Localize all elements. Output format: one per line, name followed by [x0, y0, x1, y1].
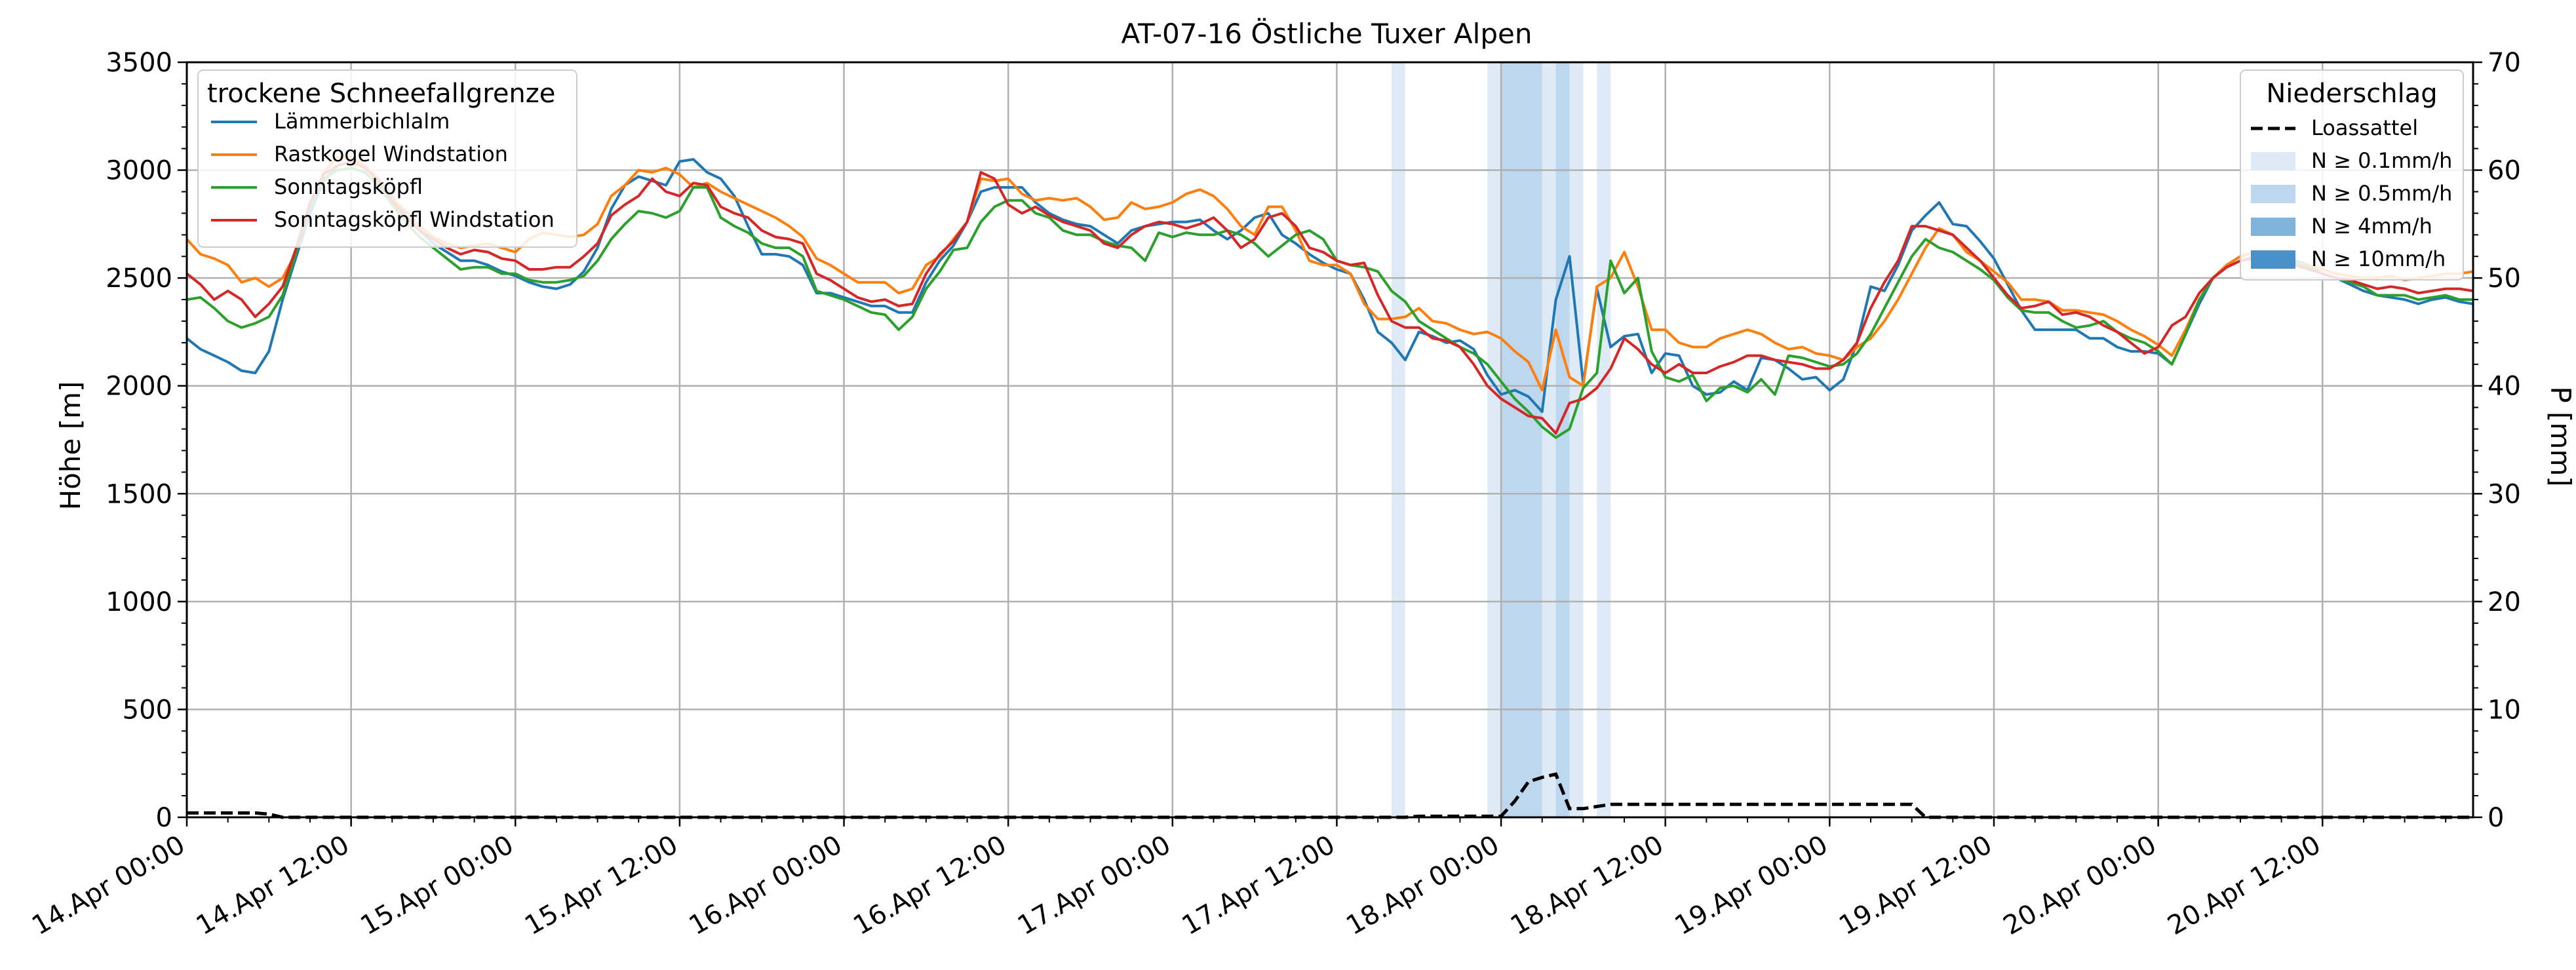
- precip-band-1: [1487, 62, 1502, 817]
- precip-band-6: [1597, 62, 1611, 817]
- y-tick-label-0: 0: [156, 803, 172, 833]
- y2-tick-label-3: 30: [2488, 479, 2521, 509]
- y2-tick-label-6: 60: [2488, 156, 2521, 186]
- x-tick-label-4: 16.Apr 00:00: [684, 830, 848, 941]
- x-tick-label-8: 18.Apr 00:00: [1341, 830, 1504, 941]
- x-tick-label-3: 15.Apr 12:00: [520, 830, 683, 941]
- legend-right-entry-4: N ≥ 10mm/h: [2311, 246, 2446, 271]
- legend-left-entry-0: Lämmerbichlalm: [274, 109, 450, 134]
- x-tick-label-7: 17.Apr 12:00: [1177, 830, 1340, 941]
- y2-tick-label-2: 20: [2488, 587, 2521, 617]
- chart-title: AT-07-16 Östliche Tuxer Alpen: [1122, 17, 1532, 50]
- series-line-3: [185, 160, 2474, 435]
- precip-band-3: [1542, 62, 1556, 817]
- x-tick-label-9: 18.Apr 12:00: [1506, 830, 1669, 941]
- legend-left-entry-1: Rastkogel Windstation: [274, 142, 508, 166]
- precip-line: [187, 772, 2473, 819]
- x-tick-label-5: 16.Apr 12:00: [848, 830, 1011, 941]
- y-tick-label-3: 1500: [106, 479, 172, 509]
- legend-right-swatch-2: [2251, 185, 2295, 203]
- precip-band-2: [1501, 62, 1542, 817]
- y-tick-label-5: 2500: [106, 263, 172, 294]
- legend-right-entry-1: N ≥ 0.1mm/h: [2311, 148, 2452, 173]
- y2-tick-label-7: 70: [2488, 48, 2521, 78]
- y2-axis-label: P [mm]: [2545, 386, 2576, 486]
- legend-right-title: Niederschlag: [2266, 79, 2437, 109]
- precip-band-0: [1391, 62, 1405, 817]
- y2-tick-label-0: 0: [2488, 803, 2504, 833]
- legend-left-box: [197, 69, 577, 248]
- y-tick-label-4: 2000: [106, 372, 172, 402]
- x-tick-label-1: 14.Apr 12:00: [191, 830, 355, 941]
- legend-right: Niederschlag Loassattel N ≥ 0.1mm/h N ≥ 0.5…: [2240, 69, 2464, 281]
- x-tick-label-12: 20.Apr 00:00: [1999, 830, 2162, 941]
- y2-tick-label-5: 50: [2488, 263, 2521, 294]
- legend-right-entry-0: Loassattel: [2311, 115, 2418, 140]
- legend-left-title: trockene Schneefallgrenze: [207, 79, 555, 109]
- legend-right-entry-3: N ≥ 4mm/h: [2311, 214, 2432, 239]
- x-tick-label-10: 19.Apr 00:00: [1669, 830, 1833, 941]
- y2-tick-label-4: 40: [2488, 372, 2521, 402]
- precip-band-5: [1569, 62, 1584, 817]
- x-tick-label-13: 20.Apr 12:00: [2162, 830, 2326, 941]
- legend-right-box: [2240, 69, 2464, 281]
- x-tick-label-0: 14.Apr 00:00: [27, 830, 190, 941]
- y2-tick-label-1: 10: [2488, 695, 2521, 725]
- y-tick-label-2: 1000: [106, 587, 172, 617]
- y-tick-label-7: 3500: [106, 48, 172, 78]
- x-tick-label-11: 19.Apr 12:00: [1834, 830, 1997, 941]
- series-line-2: [186, 166, 2473, 439]
- legend-left-entry-2: Sonntagsköpfl: [274, 174, 423, 199]
- plot-frame: [185, 61, 2474, 819]
- x-tick-label-6: 17.Apr 00:00: [1013, 830, 1176, 941]
- y-axis-label: Höhe [m]: [54, 381, 87, 511]
- y-tick-label-1: 500: [123, 695, 172, 725]
- legend-right-swatch-4: [2251, 250, 2295, 269]
- legend-right-entry-2: N ≥ 0.5mm/h: [2311, 181, 2452, 206]
- y-tick-label-6: 3000: [106, 156, 172, 186]
- x-tick-label-2: 15.Apr 00:00: [355, 830, 518, 941]
- legend-left-entry-3: Sonntagsköpfl Windstation: [274, 207, 555, 232]
- legend-right-swatch-3: [2251, 218, 2295, 236]
- legend-right-swatch-1: [2251, 152, 2295, 170]
- precip-band-4: [1555, 62, 1570, 817]
